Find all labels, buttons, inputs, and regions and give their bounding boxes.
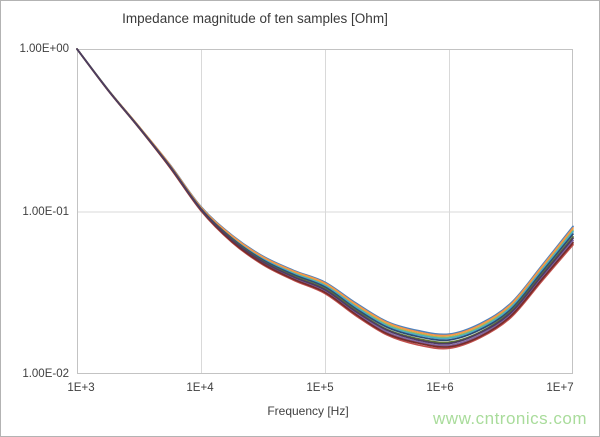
y-axis-tick-label: 1.00E+00 [19,43,69,55]
chart-title: Impedance magnitude of ten samples [Ohm] [122,11,388,26]
x-axis-tick-label: 1E+5 [306,382,334,394]
x-axis-tick-label: 1E+4 [186,382,214,394]
watermark-text: www.cntronics.com [433,409,587,428]
series-line-sample-10 [76,48,574,345]
plot-border [77,49,573,374]
x-axis-tick-label: 1E+7 [546,382,574,394]
y-axis-tick-label: 1.00E-01 [22,206,69,218]
y-axis-tick-label: 1.00E-02 [22,368,69,380]
x-axis-title: Frequency [Hz] [267,404,349,418]
x-axis-tick-label: 1E+3 [67,382,95,394]
x-axis-tick-label: 1E+6 [426,382,454,394]
